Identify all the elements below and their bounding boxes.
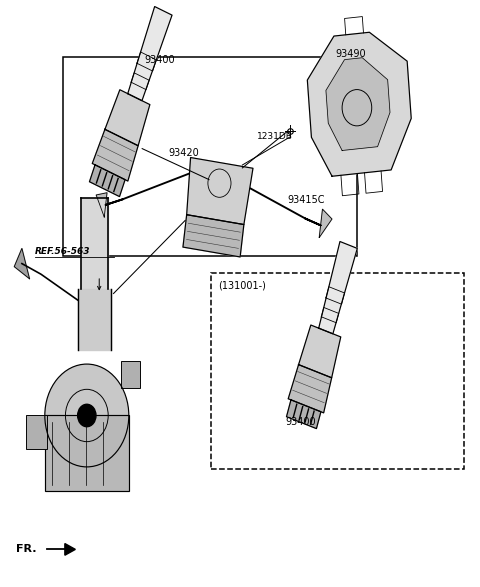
Polygon shape — [128, 6, 172, 101]
Bar — [211, 273, 464, 469]
Polygon shape — [299, 325, 341, 378]
Text: 93490: 93490 — [336, 49, 366, 59]
Polygon shape — [89, 165, 125, 197]
Text: 1231DB: 1231DB — [257, 131, 293, 141]
Polygon shape — [319, 241, 357, 334]
Polygon shape — [187, 157, 253, 225]
Polygon shape — [307, 32, 411, 176]
Text: 93415C: 93415C — [288, 195, 325, 205]
Polygon shape — [287, 400, 321, 429]
Circle shape — [78, 404, 96, 427]
Text: 93420: 93420 — [168, 148, 199, 158]
Text: REF.56-563: REF.56-563 — [35, 247, 90, 256]
Bar — [45, 416, 129, 491]
Polygon shape — [319, 209, 332, 238]
Polygon shape — [326, 58, 390, 150]
Polygon shape — [81, 198, 108, 289]
Polygon shape — [288, 365, 332, 413]
Bar — [63, 57, 357, 255]
Bar — [26, 416, 47, 449]
Text: 93400: 93400 — [285, 417, 316, 427]
Polygon shape — [183, 215, 244, 257]
Text: (131001-): (131001-) — [218, 281, 266, 291]
Polygon shape — [96, 193, 107, 217]
Text: 93400: 93400 — [144, 55, 175, 65]
Polygon shape — [92, 129, 138, 181]
Polygon shape — [78, 289, 111, 350]
Polygon shape — [65, 544, 75, 555]
Text: FR.: FR. — [16, 544, 36, 554]
Circle shape — [45, 364, 129, 467]
Bar — [121, 361, 140, 388]
Polygon shape — [14, 248, 30, 279]
Polygon shape — [105, 90, 150, 146]
